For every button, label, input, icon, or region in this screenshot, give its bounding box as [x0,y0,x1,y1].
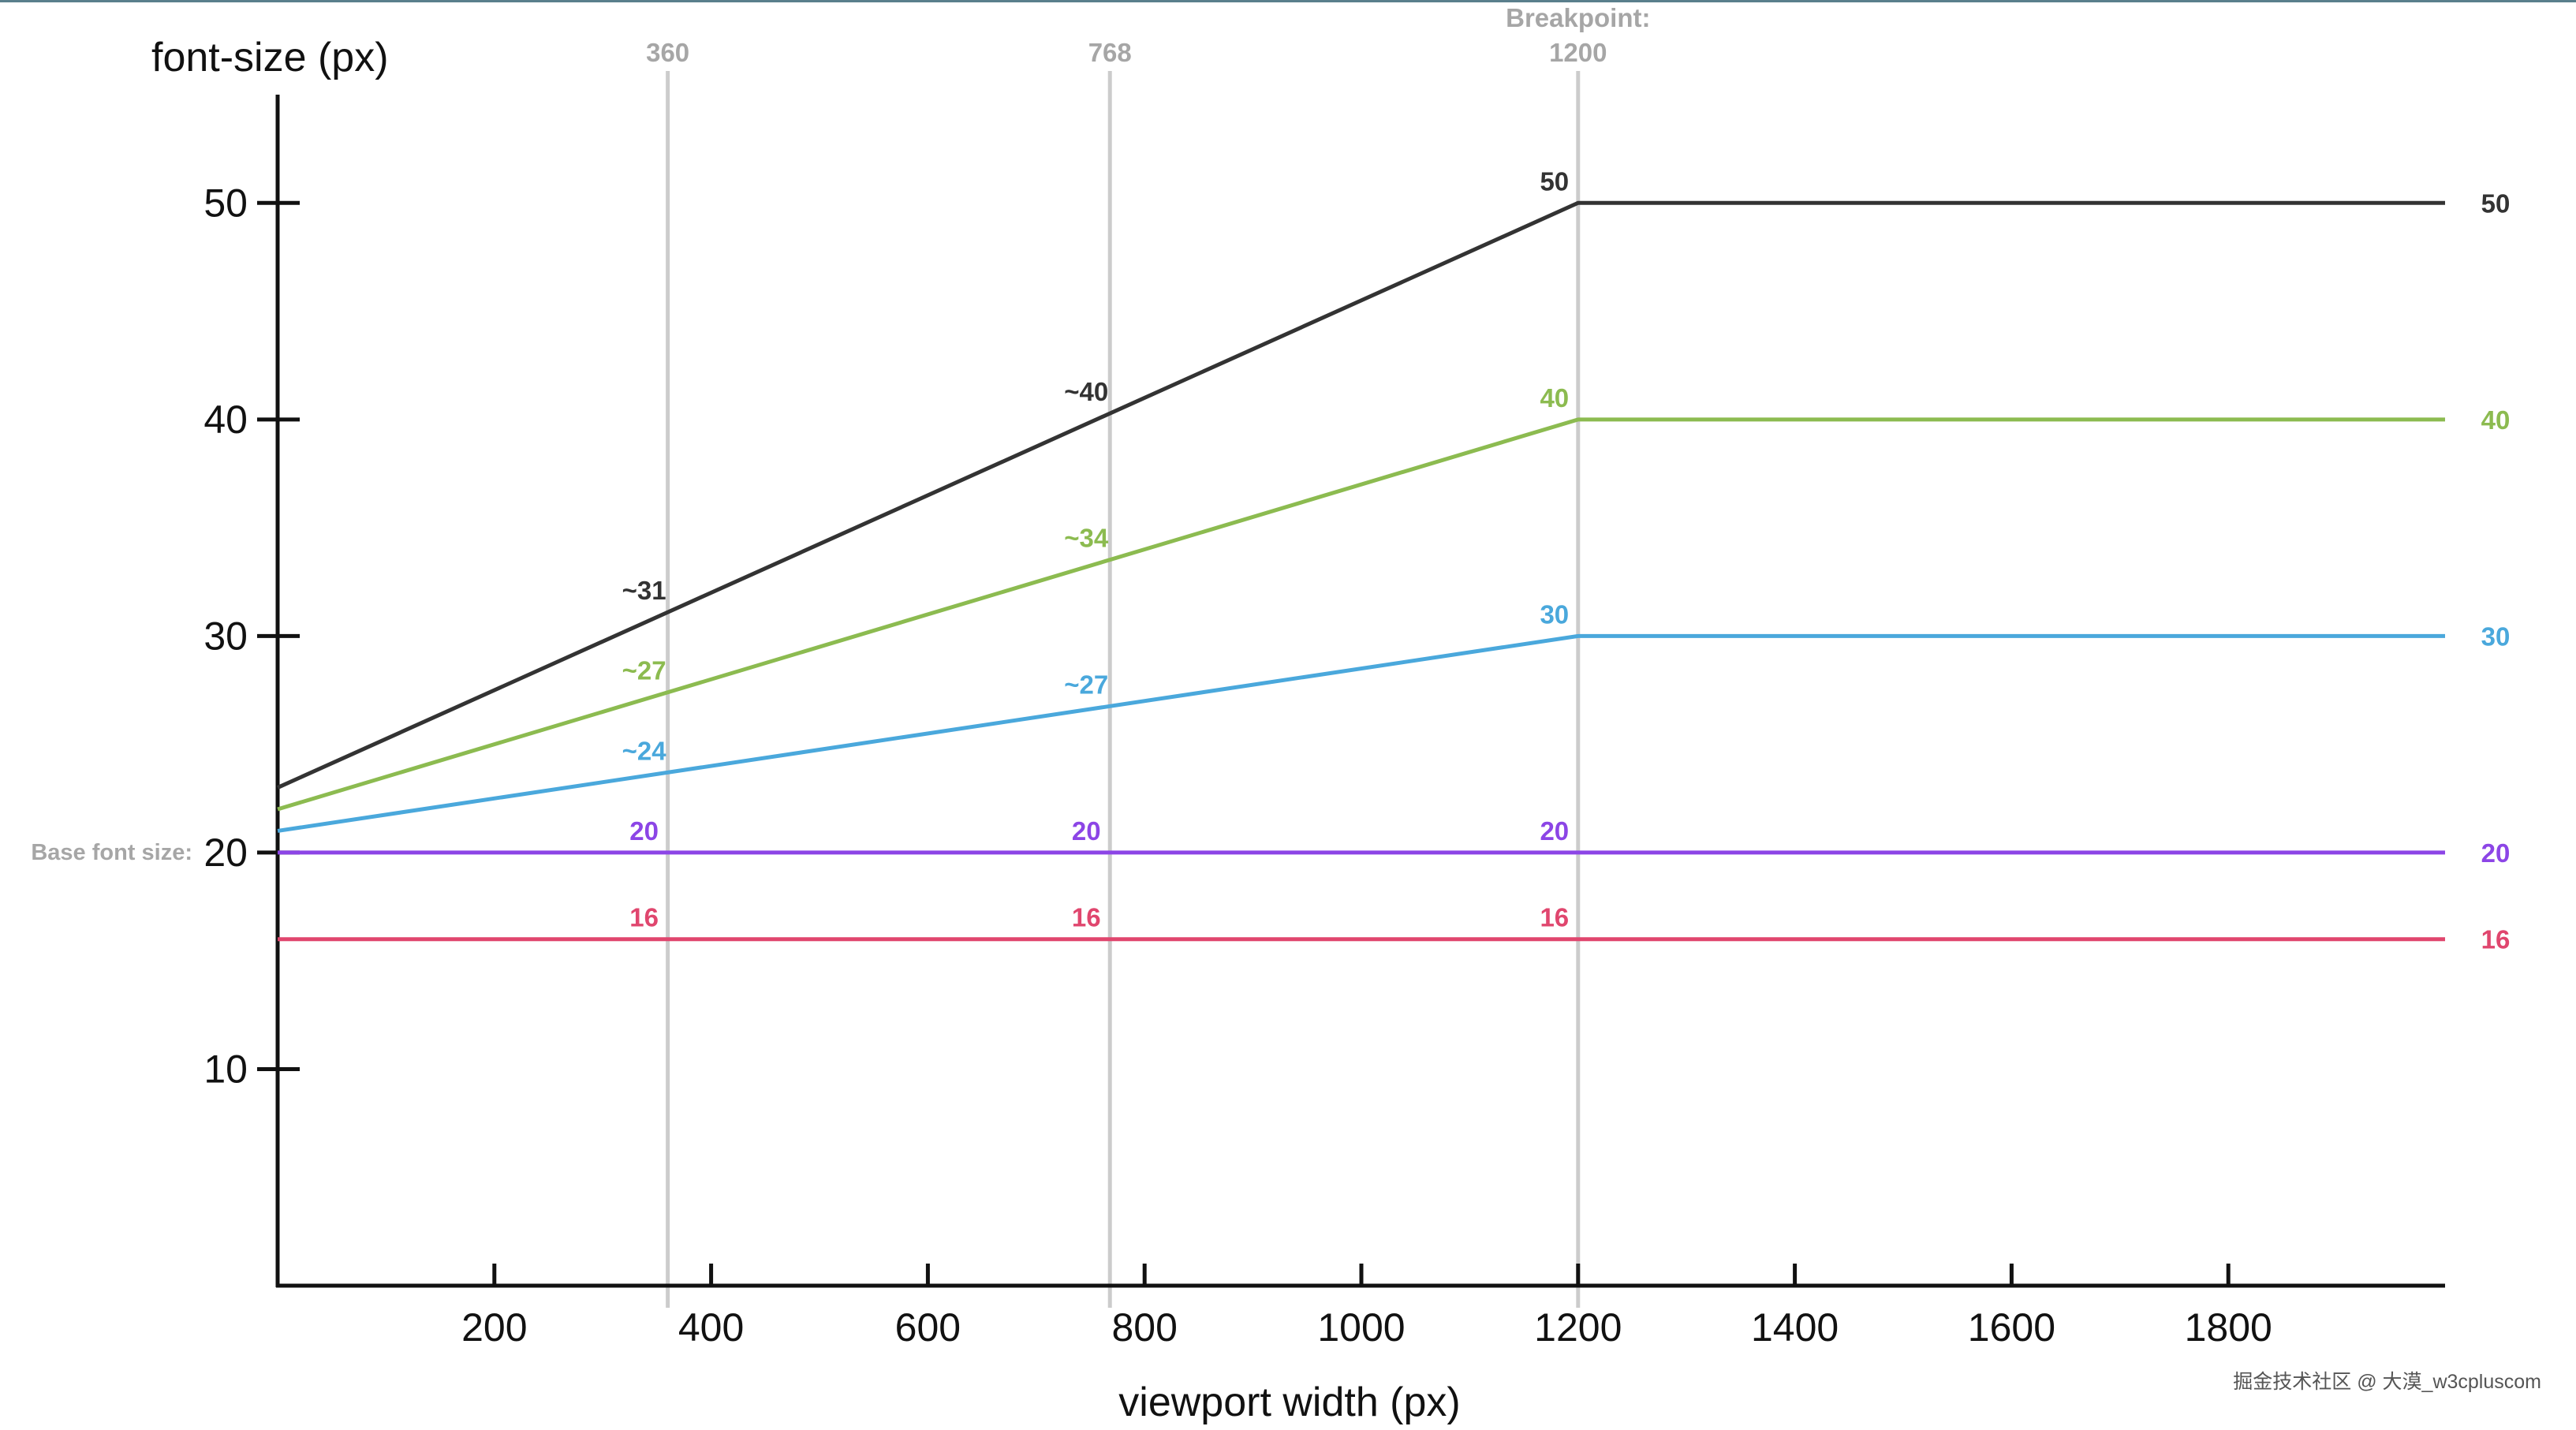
data-label-series-1-x-1200: 50 [1540,166,1569,196]
y-tick-label-50: 50 [203,181,248,225]
x-tick-label-1800: 1800 [2185,1305,2272,1350]
reference-lines: 360 768 Breakpoint: 1200 [646,3,1650,1308]
data-label-series-1-x-768: ~40 [1064,377,1108,406]
axes: 200 400 600 800 1000 1200 1400 1600 1800 10 20 30 40… [203,95,2445,1350]
y-tick-label-40: 40 [203,398,248,442]
series-line-1 [276,200,2445,790]
top-border [0,0,2576,2]
y-tick-label-10: 10 [203,1047,248,1091]
end-label-series-3: 30 [2481,622,2511,651]
data-label-series-4-x-360: 20 [629,816,659,846]
data-label-series-3-x-768: ~27 [1064,670,1108,699]
x-tick-label-800: 800 [1111,1305,1177,1350]
end-label-series-4: 20 [2481,838,2511,868]
data-label-series-5-x-360: 16 [629,903,659,932]
y-tick-label-20: 20 [203,831,248,875]
series-line-3 [277,633,2445,833]
end-label-series-1: 50 [2481,189,2511,218]
reference-label-360-line-1: 360 [646,38,689,67]
base-font-size-label: Base font size: [31,840,192,865]
x-tick-label-1000: 1000 [1317,1305,1405,1350]
data-label-series-3-x-1200: 30 [1540,599,1569,629]
x-tick-label-600: 600 [895,1305,961,1350]
y-tick-label-30: 30 [203,614,248,658]
x-axis-title: viewport width (px) [1118,1380,1460,1425]
data-label-series-2-x-360: ~27 [622,656,666,685]
reference-label-768-line-1: 768 [1088,38,1132,67]
series-lines [276,200,2445,942]
data-label-series-1-x-360: ~31 [622,576,666,605]
x-tick-label-1200: 1200 [1534,1305,1622,1350]
end-label-series-5: 16 [2481,925,2511,954]
data-label-series-2-x-768: ~34 [1064,524,1109,553]
x-tick-label-400: 400 [678,1305,744,1350]
data-label-series-5-x-768: 16 [1072,903,1101,932]
reference-label-1200-line-1: Breakpoint: [1506,3,1650,32]
end-label-series-2: 40 [2481,405,2511,435]
y-axis-title: font-size (px) [151,35,389,80]
data-labels: ~31 ~40 50 50 ~27 ~34 40 40 ~24 ~27 30 30 20 20 20 20 16… [622,166,2511,954]
watermark: 掘金技术社区 @ 大漠_w3cpluscom [2233,1371,2541,1393]
series-line-2 [277,417,2445,812]
data-label-series-5-x-1200: 16 [1540,903,1569,932]
reference-label-1200-line-2: 1200 [1549,38,1607,67]
x-tick-label-1600: 1600 [1968,1305,2055,1350]
x-tick-label-1400: 1400 [1751,1305,1839,1350]
data-label-series-4-x-1200: 20 [1540,816,1569,846]
data-label-series-4-x-768: 20 [1072,816,1101,846]
data-label-series-2-x-1200: 40 [1540,383,1569,413]
data-label-series-3-x-360: ~24 [622,736,667,765]
x-tick-label-200: 200 [461,1305,527,1350]
